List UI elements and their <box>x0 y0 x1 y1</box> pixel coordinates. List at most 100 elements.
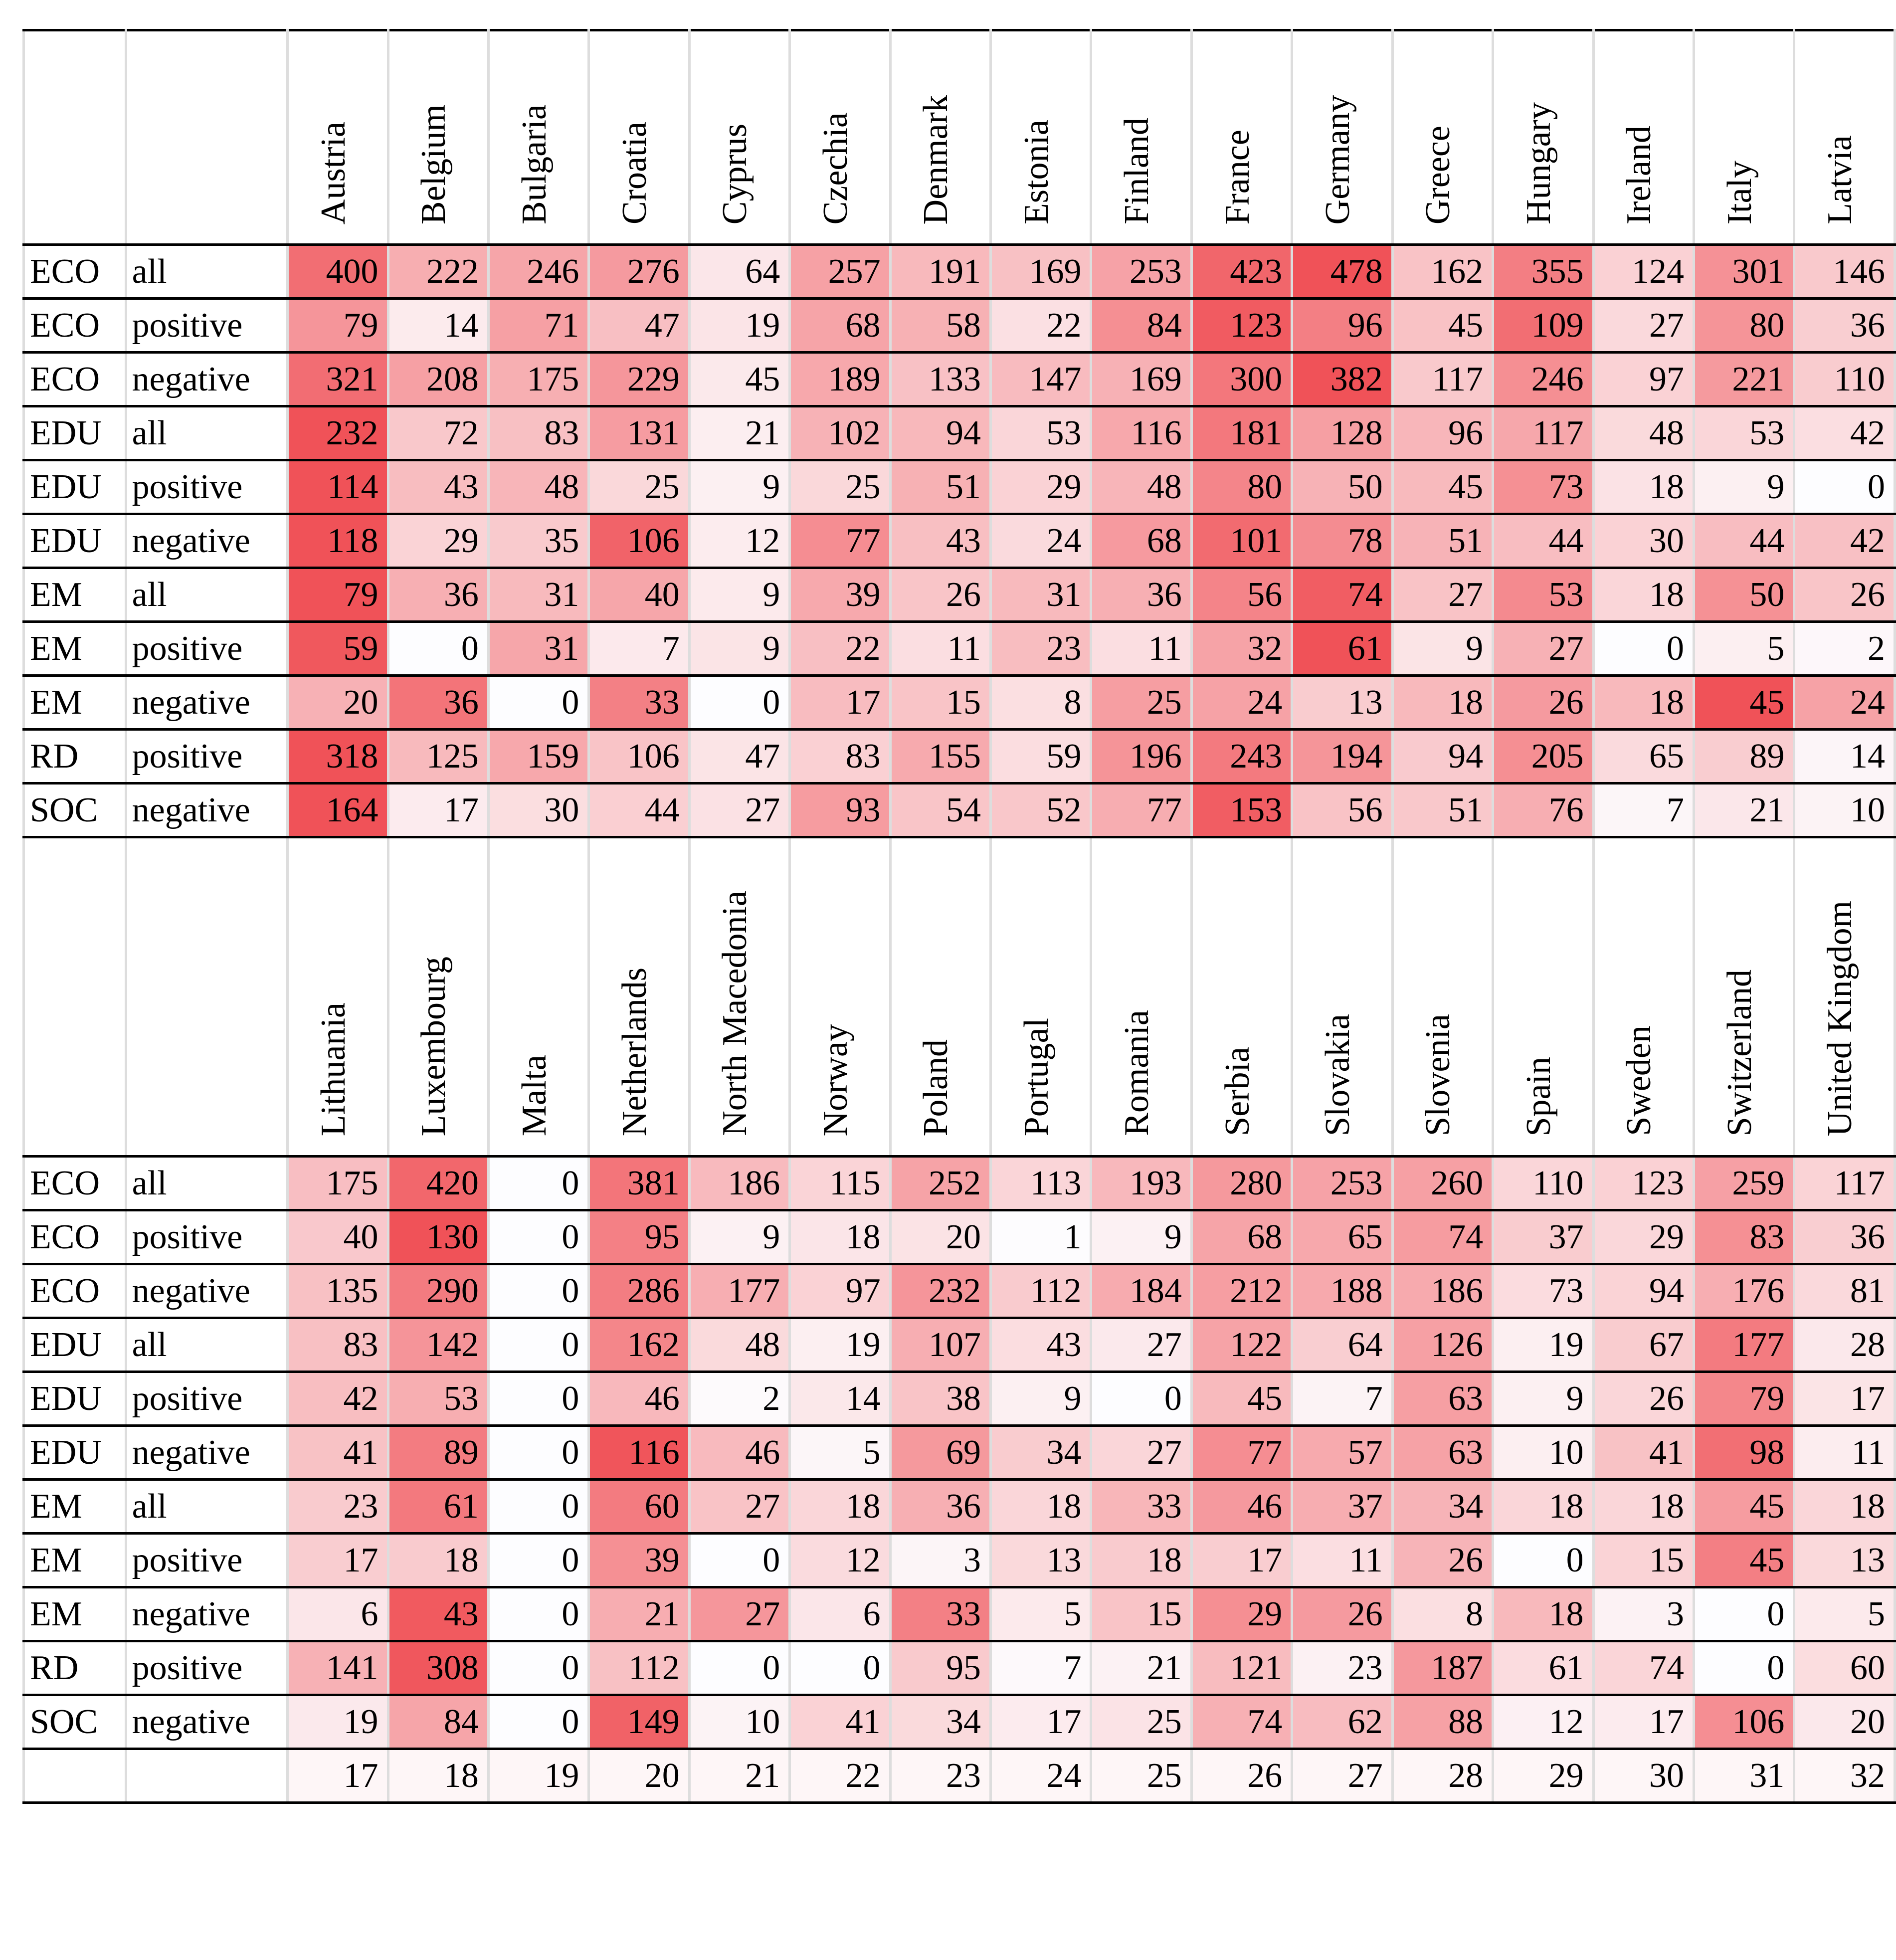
value-cell: 5 <box>788 1424 892 1481</box>
value-cell: 0 <box>487 1478 590 1535</box>
value-cell: 7 <box>1291 1371 1394 1427</box>
value-cell: 17 <box>989 1694 1093 1750</box>
value-cell: 117 <box>1793 1155 1896 1211</box>
value-cell: 45 <box>1692 1478 1796 1535</box>
value-cell: 45 <box>1190 1371 1294 1427</box>
value-cell: 68 <box>788 297 892 354</box>
value-cell: 31 <box>989 567 1093 623</box>
value-cell: 355 <box>1492 243 1595 300</box>
country-name: Italy <box>1720 160 1759 224</box>
value-cell: 73 <box>1492 1263 1595 1319</box>
value-cell: 78 <box>1291 513 1394 569</box>
value-cell: 5 <box>1692 620 1796 677</box>
country-name: Finland <box>1118 118 1156 224</box>
value-cell: 9 <box>688 620 791 677</box>
value-cell: 97 <box>788 1263 892 1319</box>
value-cell: 48 <box>1090 459 1193 515</box>
value-cell: 77 <box>1090 782 1193 838</box>
value-cell: 246 <box>1492 351 1595 407</box>
value-cell: 0 <box>1592 620 1695 677</box>
value-cell: 22 <box>989 297 1093 354</box>
value-cell: 11 <box>1090 620 1193 677</box>
value-cell: 45 <box>688 351 791 407</box>
empty-cell <box>124 29 289 246</box>
value-cell: 23 <box>1291 1640 1394 1696</box>
country-header: Portugal <box>989 836 1093 1158</box>
value-cell: 27 <box>1492 620 1595 677</box>
column-number: 30 <box>1592 1748 1695 1804</box>
polarity-label: all <box>124 405 289 461</box>
column-number: 32 <box>1793 1748 1896 1804</box>
value-cell: 25 <box>1090 674 1193 731</box>
country-name: Sweden <box>1620 1025 1659 1136</box>
value-cell: 196 <box>1090 728 1193 784</box>
value-cell: 0 <box>487 1317 590 1373</box>
value-cell: 11 <box>889 620 992 677</box>
value-cell: 118 <box>286 513 389 569</box>
topic-label: EM <box>22 1586 127 1642</box>
value-cell: 9 <box>1391 620 1495 677</box>
value-cell: 186 <box>1391 1263 1495 1319</box>
value-cell: 84 <box>1090 297 1193 354</box>
column-number: 28 <box>1391 1748 1495 1804</box>
topic-label: RD <box>22 1640 127 1696</box>
value-cell: 40 <box>286 1209 389 1265</box>
value-cell: 222 <box>386 243 490 300</box>
value-cell: 7 <box>989 1640 1093 1696</box>
value-cell: 0 <box>487 1263 590 1319</box>
topic-label: EDU <box>22 513 127 569</box>
value-cell: 26 <box>1291 1586 1394 1642</box>
value-cell: 0 <box>688 1640 791 1696</box>
value-cell: 162 <box>587 1317 691 1373</box>
value-cell: 38 <box>889 1371 992 1427</box>
country-header: Serbia <box>1190 836 1294 1158</box>
value-cell: 60 <box>1793 1640 1896 1696</box>
country-header: Slovenia <box>1391 836 1495 1158</box>
country-header: Luxembourg <box>386 836 490 1158</box>
value-cell: 0 <box>487 1155 590 1211</box>
value-cell: 21 <box>1090 1640 1193 1696</box>
value-cell: 290 <box>386 1263 490 1319</box>
value-cell: 7 <box>587 620 691 677</box>
value-cell: 41 <box>788 1694 892 1750</box>
value-cell: 88 <box>1391 1694 1495 1750</box>
value-cell: 25 <box>788 459 892 515</box>
value-cell: 155 <box>889 728 992 784</box>
value-cell: 13 <box>1793 1532 1896 1588</box>
value-cell: 146 <box>1793 243 1896 300</box>
value-cell: 51 <box>889 459 992 515</box>
value-cell: 44 <box>587 782 691 838</box>
value-cell: 423 <box>1190 243 1294 300</box>
value-cell: 6 <box>788 1586 892 1642</box>
value-cell: 32 <box>1190 620 1294 677</box>
value-cell: 2 <box>1793 620 1896 677</box>
column-number: 26 <box>1190 1748 1294 1804</box>
value-cell: 0 <box>487 674 590 731</box>
value-cell: 10 <box>1793 782 1896 838</box>
value-cell: 30 <box>1592 513 1695 569</box>
value-cell: 73 <box>1492 459 1595 515</box>
value-cell: 106 <box>1692 1694 1796 1750</box>
value-cell: 125 <box>386 728 490 784</box>
value-cell: 18 <box>1592 1478 1695 1535</box>
polarity-label: negative <box>124 1424 289 1481</box>
value-cell: 9 <box>1090 1209 1193 1265</box>
country-header: Ireland <box>1592 29 1695 246</box>
country-name: United Kingdom <box>1821 900 1860 1136</box>
value-cell: 63 <box>1391 1424 1495 1481</box>
value-cell: 84 <box>386 1694 490 1750</box>
value-cell: 15 <box>1090 1586 1193 1642</box>
value-cell: 67 <box>1592 1317 1695 1373</box>
country-header: Denmark <box>889 29 992 246</box>
value-cell: 17 <box>1793 1371 1896 1427</box>
value-cell: 318 <box>286 728 389 784</box>
value-cell: 71 <box>487 297 590 354</box>
value-cell: 0 <box>1692 1640 1796 1696</box>
value-cell: 20 <box>286 674 389 731</box>
value-cell: 37 <box>1492 1209 1595 1265</box>
value-cell: 36 <box>1090 567 1193 623</box>
value-cell: 69 <box>889 1424 992 1481</box>
value-cell: 175 <box>286 1155 389 1211</box>
value-cell: 45 <box>1692 674 1796 731</box>
value-cell: 280 <box>1190 1155 1294 1211</box>
